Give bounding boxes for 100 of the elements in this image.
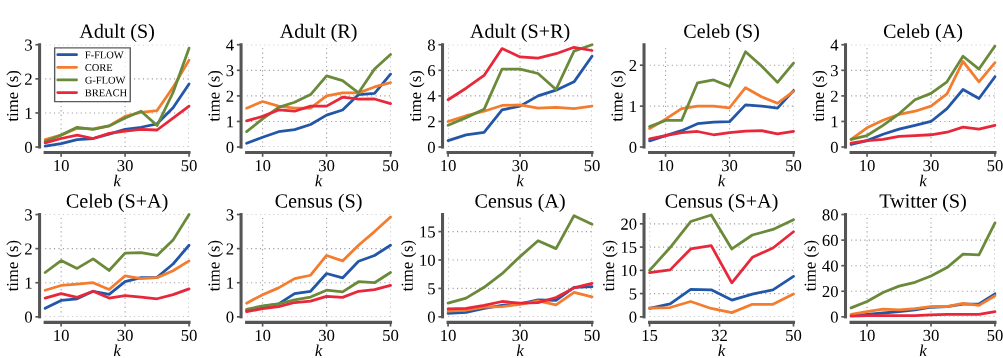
y-tick-label: 2: [25, 73, 32, 85]
x-tick-label: 30: [923, 329, 939, 342]
y-tick-label: 0: [24, 141, 32, 153]
y-tick-label: 3: [226, 65, 234, 77]
y-tick-label: 3: [226, 209, 234, 221]
y-tick-label: 2: [25, 243, 32, 255]
x-tick-label: 30: [923, 160, 939, 172]
y-tick-label: 4: [830, 39, 839, 51]
y-tick-label: 3: [25, 39, 32, 51]
x-tick-label: 15: [642, 329, 658, 342]
x-tick-label: 50: [987, 329, 1003, 342]
chart-title: Census (A): [475, 193, 565, 212]
x-tick-label: 10: [441, 160, 456, 172]
y-axis-title: time (s): [401, 240, 417, 292]
x-tick-label: 50: [786, 160, 802, 172]
y-axis-title: time (s): [409, 70, 425, 122]
y-tick-label: 2: [428, 116, 435, 128]
y-tick-label: 1: [630, 100, 637, 112]
x-tick-label: 50: [584, 329, 600, 342]
y-tick-label: 0: [226, 311, 234, 323]
chart-title: Adult (S): [79, 23, 154, 43]
chart-title: Adult (R): [279, 23, 357, 43]
y-tick-label: 2: [226, 243, 234, 255]
y-axis-title: time (s): [6, 240, 22, 292]
y-tick-label: 0: [226, 141, 234, 153]
x-tick-label: 30: [512, 160, 528, 172]
y-tick-label: 4: [226, 39, 234, 51]
y-axis-title: time (s): [6, 70, 22, 122]
y-tick-label: 0: [24, 311, 32, 323]
y-tick-label: 8: [427, 39, 435, 51]
x-tick-label: 10: [54, 160, 69, 172]
x-tick-label: 10: [255, 160, 271, 172]
chart-title: Celeb (S): [684, 23, 759, 43]
y-tick-label: 5: [629, 288, 637, 300]
x-axis-title: k: [919, 344, 927, 357]
y-axis-title: time (s): [812, 70, 828, 122]
chart-title: Twitter (S): [879, 193, 966, 212]
y-tick-label: 0: [629, 141, 637, 153]
x-axis-title: k: [718, 174, 726, 187]
y-tick-label: 3: [831, 65, 838, 77]
x-tick-label: 50: [584, 160, 600, 172]
x-tick-label: 10: [54, 329, 69, 342]
x-tick-label: 50: [383, 160, 399, 172]
y-tick-label: 15: [621, 241, 637, 254]
y-tick-label: 2: [830, 90, 838, 102]
chart-title: Celeb (A): [883, 23, 963, 43]
legend-label: F-FLOW: [85, 51, 124, 59]
x-tick-label: 10: [441, 329, 456, 342]
x-tick-label: 50: [383, 329, 399, 342]
y-tick-label: 0: [830, 311, 838, 323]
y-axis-title: time (s): [804, 240, 820, 292]
x-tick-label: 10: [860, 160, 875, 172]
y-tick-label: 0: [629, 311, 637, 323]
x-tick-label: 50: [181, 329, 197, 342]
x-tick-label: 50: [181, 160, 197, 172]
x-axis-title: k: [718, 344, 726, 357]
y-tick-label: 0: [830, 141, 838, 153]
y-tick-label: 10: [621, 265, 637, 277]
x-tick-label: 30: [117, 160, 133, 172]
legend-label: CORE: [85, 64, 113, 72]
x-axis-title: k: [315, 344, 323, 357]
x-tick-label: 50: [987, 160, 1003, 172]
x-tick-label: 50: [786, 329, 802, 342]
y-axis-title: time (s): [610, 70, 626, 122]
y-tick-label: 1: [831, 116, 838, 128]
y-tick-label: 15: [420, 226, 435, 238]
y-axis-title: time (s): [207, 70, 224, 122]
legend-label: BREACH: [85, 89, 127, 97]
x-tick-label: 30: [319, 329, 335, 342]
chart-title: Celeb (S+A): [66, 193, 168, 212]
y-tick-label: 6: [427, 65, 436, 77]
y-tick-label: 2: [226, 90, 234, 102]
chart-title: Census (S+A): [665, 193, 778, 212]
chart-title: Census (S): [275, 193, 362, 212]
y-tick-label: 20: [822, 285, 838, 298]
x-tick-label: 10: [255, 329, 271, 342]
y-tick-label: 20: [621, 218, 637, 230]
x-axis-title: k: [315, 174, 323, 187]
x-tick-label: 32: [711, 329, 727, 342]
x-axis-title: k: [919, 174, 927, 187]
y-tick-label: 2: [629, 59, 637, 71]
y-tick-label: 1: [25, 277, 32, 289]
y-tick-label: 0: [427, 141, 435, 153]
x-axis-title: k: [113, 174, 122, 187]
y-tick-label: 0: [427, 311, 435, 323]
legend-label: G-FLOW: [85, 76, 126, 84]
y-tick-label: 40: [822, 260, 838, 272]
y-axis-title: time (s): [602, 240, 618, 292]
y-tick-label: 3: [25, 209, 32, 221]
y-tick-label: 1: [25, 107, 32, 119]
y-tick-label: 10: [420, 254, 435, 266]
x-axis-title: k: [516, 344, 524, 357]
x-tick-label: 30: [117, 329, 133, 342]
x-axis-title: k: [516, 174, 524, 187]
y-tick-label: 60: [822, 234, 838, 247]
x-axis-title: k: [113, 344, 122, 357]
x-tick-label: 30: [512, 329, 528, 342]
y-tick-label: 1: [227, 277, 234, 289]
x-tick-label: 30: [319, 160, 335, 172]
chart-title: Adult (S+R): [470, 23, 570, 43]
